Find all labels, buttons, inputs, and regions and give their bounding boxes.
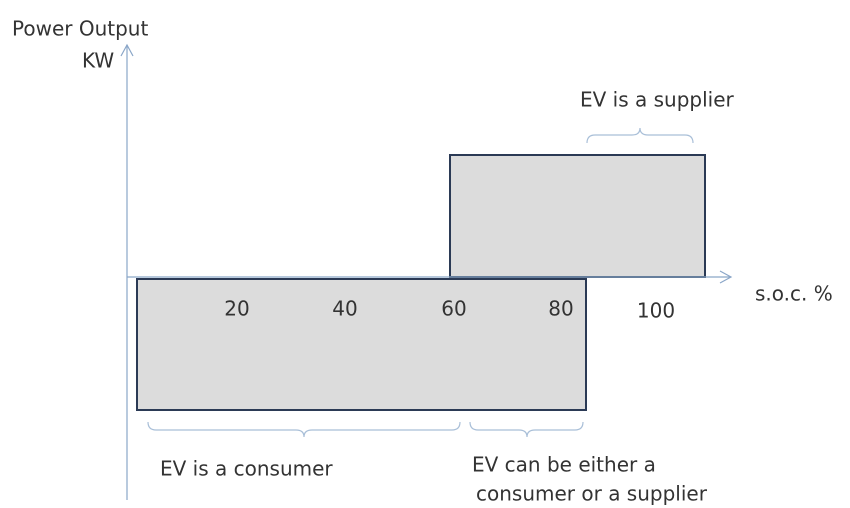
annotation: EV is a consumer (160, 457, 333, 481)
supplier-region (449, 154, 706, 278)
annotation: EV is a supplier (580, 88, 735, 112)
x-tick-label: 100 (637, 299, 675, 323)
x-tick-label: 60 (441, 297, 466, 321)
x-tick-label: 40 (332, 297, 357, 321)
consumer-region (136, 278, 587, 411)
annotation: consumer or a supplier (476, 482, 708, 506)
y-axis-unit: KW (82, 49, 114, 73)
x-axis-arrow (719, 270, 733, 284)
x-axis-label: s.o.c. % (755, 282, 833, 306)
y-axis-arrow (120, 43, 134, 57)
x-tick-label: 80 (548, 297, 573, 321)
consumer-brace (147, 421, 461, 438)
either-brace (469, 421, 584, 438)
y-axis-label: Power Output (12, 17, 148, 41)
x-tick-label: 20 (224, 297, 249, 321)
supplier-brace (586, 127, 694, 144)
annotation: EV can be either a (472, 453, 656, 477)
